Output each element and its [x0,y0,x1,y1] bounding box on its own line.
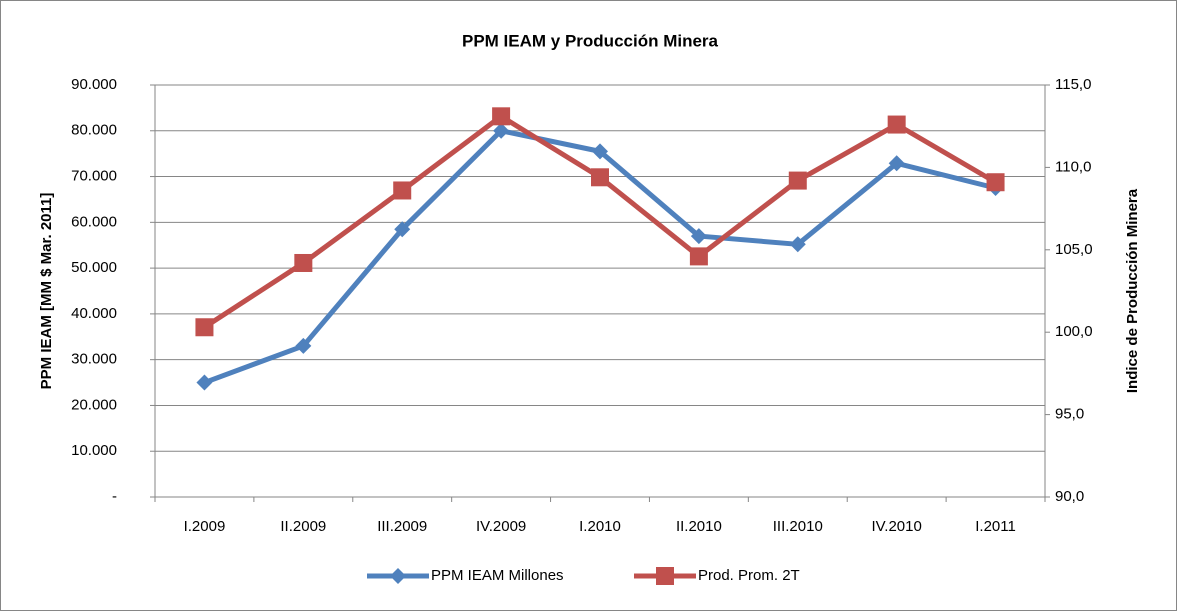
y-tick-label: 30.000 [71,351,117,368]
x-tick-label: II.2009 [280,518,326,535]
y-tick-label: 90.000 [71,76,117,93]
data-point [195,318,214,337]
y-axis-title: PPM IEAM [MM $ Mar. 2011] [38,193,55,390]
y2-axis-title: Indice de Producción Minera [1124,188,1141,393]
y-tick-label: 20.000 [71,396,117,413]
data-point [888,155,905,172]
x-tick-label: III.2010 [773,518,823,535]
chart-title: PPM IEAM y Producción Minera [462,31,719,50]
y2-tick-label: 90,0 [1055,488,1084,505]
data-point [690,228,707,245]
y-tick-label: 10.000 [71,442,117,459]
x-tick-label: IV.2009 [476,518,526,535]
x-tick-label: I.2011 [975,518,1016,535]
data-point [393,181,412,200]
x-tick-label: II.2010 [676,518,722,535]
data-point [887,115,906,134]
data-point [689,247,708,266]
data-point [196,374,213,391]
y-tick-label: 80.000 [71,122,117,139]
data-point [295,337,312,354]
y2-tick-label: 100,0 [1055,323,1093,340]
legend-marker [656,567,674,585]
x-tick-label: IV.2010 [871,518,921,535]
y-tick-label: - [112,488,117,505]
y2-tick-label: 105,0 [1055,241,1093,258]
data-point [986,173,1005,192]
data-point [789,236,806,253]
y-tick-label: 40.000 [71,305,117,322]
x-tick-label: I.2009 [184,518,226,535]
data-point [591,168,609,187]
data-point [788,171,807,190]
x-tick-label: I.2010 [579,518,621,535]
y-tick-label: 60.000 [71,213,117,230]
data-point [294,253,313,272]
legend-label: Prod. Prom. 2T [698,567,800,584]
legend-marker [390,568,406,584]
x-tick-label: III.2009 [377,518,427,535]
legend-label: PPM IEAM Millones [431,567,564,584]
data-point [493,122,510,139]
data-point [592,143,608,160]
y2-tick-label: 95,0 [1055,406,1084,423]
data-point [492,107,511,126]
data-point [394,221,411,238]
y2-tick-label: 115,0 [1055,76,1091,93]
y2-tick-label: 110,0 [1055,158,1091,175]
y-tick-label: 70.000 [71,168,117,185]
y-tick-label: 50.000 [71,259,117,276]
